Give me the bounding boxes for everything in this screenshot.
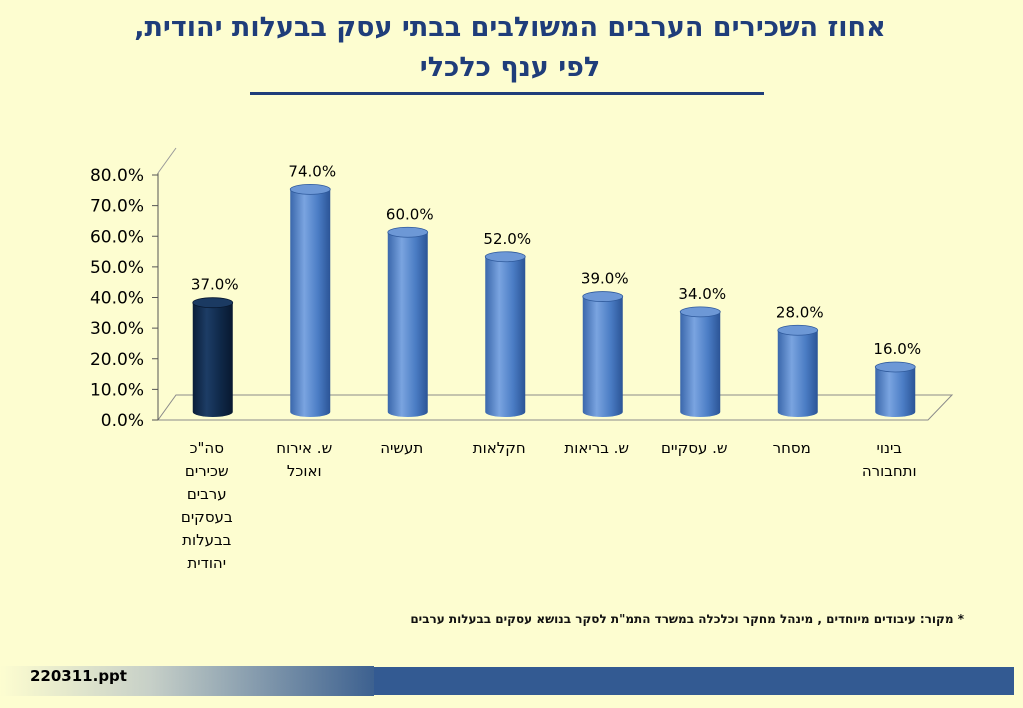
footer-bar <box>374 667 1014 695</box>
bar-body <box>582 296 623 417</box>
data-label: 16.0% <box>873 340 921 358</box>
bar <box>289 183 331 417</box>
data-label: 74.0% <box>288 162 336 180</box>
category-label: בעסקים <box>181 508 233 526</box>
y-tick-label: 30.0% <box>90 319 144 339</box>
bar-body <box>875 367 916 417</box>
bar-top <box>289 183 331 195</box>
bar <box>387 226 429 417</box>
y-tick-label: 70.0% <box>90 197 144 217</box>
bar-body <box>485 256 526 417</box>
category-label: ש. אירוח <box>276 439 332 457</box>
data-label: 39.0% <box>581 270 629 288</box>
y-tick-label: 60.0% <box>90 227 144 247</box>
category-label: סה"כ <box>190 439 224 457</box>
bar-top <box>484 251 526 263</box>
chart-title-line-2: לפי ענף כלכלי <box>419 52 601 83</box>
bar <box>874 361 916 417</box>
category-label: ש. בריאות <box>564 439 629 457</box>
bar-top <box>387 226 429 238</box>
data-label: 28.0% <box>776 303 824 321</box>
y-tick-label: 80.0% <box>90 166 144 186</box>
y-tick-label: 40.0% <box>90 289 144 309</box>
y-axis-depth <box>157 147 177 174</box>
category-label: ואוכל <box>287 462 322 480</box>
bar-top <box>582 291 624 302</box>
bar-body <box>192 302 233 417</box>
bar-top <box>874 361 916 373</box>
footer-gradient <box>0 666 374 696</box>
y-tick-label: 20.0% <box>90 350 144 370</box>
chart-title-line-1: אחוז השכירים הערבים המשולבים בבתי עסק בב… <box>134 12 886 43</box>
bar-body <box>680 311 721 417</box>
category-label: מסחר <box>773 439 811 457</box>
category-label: ותחבורה <box>862 462 917 480</box>
data-label: 37.0% <box>191 276 239 294</box>
bar-top <box>679 306 721 318</box>
bar-body <box>777 330 818 417</box>
category-label: ש. עסקיים <box>661 439 728 457</box>
bar-top <box>192 297 234 309</box>
y-tick-label: 50.0% <box>90 258 144 278</box>
data-label: 52.0% <box>483 230 531 248</box>
category-label: חקלאות <box>473 439 526 457</box>
bar-chart: 0.0% 10.0% 20.0% 30.0% 40.0% 50.0% 60.0% 70.0% 8… <box>90 147 954 572</box>
bar <box>192 297 234 417</box>
category-label: בבעלות <box>182 531 232 549</box>
bar <box>679 306 721 417</box>
chart-floor <box>157 394 954 421</box>
category-label: בינוי <box>877 439 903 457</box>
footer-label: 220311.ppt <box>30 667 127 685</box>
bar-body <box>290 189 331 417</box>
title-underline <box>250 92 764 95</box>
bar <box>484 251 526 417</box>
category-label: יהודית <box>187 554 226 572</box>
y-tick-label: 10.0% <box>90 380 144 400</box>
chart-title: אחוז השכירים הערבים המשולבים בבתי עסק בב… <box>40 8 980 88</box>
category-label: שכירים <box>185 462 229 480</box>
y-tick-label: 0.0% <box>101 411 144 431</box>
category-label: תעשיה <box>380 439 423 457</box>
bar <box>582 291 624 417</box>
bar-top <box>777 324 819 336</box>
category-label: ערבים <box>187 485 227 503</box>
source-note: * מקור: עיבודים מיוחדים , מינהל מחקר וכל… <box>410 612 964 626</box>
bar-body <box>387 232 428 417</box>
data-label: 60.0% <box>386 205 434 223</box>
bar <box>777 324 819 417</box>
data-label: 34.0% <box>678 285 726 303</box>
